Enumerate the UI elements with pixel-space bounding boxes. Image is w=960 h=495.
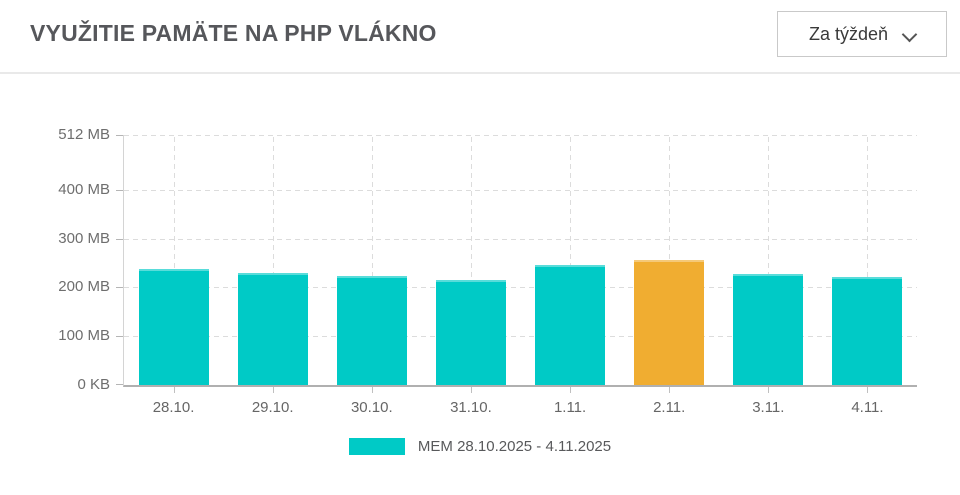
y-axis-tick — [116, 287, 123, 289]
bar-30-10[interactable] — [336, 276, 407, 385]
y-axis-label: 300 MB — [58, 229, 110, 247]
y-axis-tick — [116, 189, 123, 191]
x-axis-label: 30.10. — [350, 399, 393, 416]
x-axis-label: 29.10. — [251, 399, 294, 416]
bar-31-10[interactable] — [435, 280, 506, 385]
bar-2-11[interactable] — [634, 260, 705, 385]
y-gridline — [124, 238, 917, 240]
x-gridline — [371, 135, 373, 385]
x-gridline — [173, 135, 175, 385]
y-axis-tick — [116, 238, 123, 240]
bar-29-10[interactable] — [237, 273, 308, 385]
x-gridline — [768, 135, 770, 385]
page-title: VYUŽITIE PAMÄTE NA PHP VLÁKNO — [30, 20, 437, 46]
x-axis-tick — [669, 387, 671, 393]
x-axis-tick — [570, 387, 572, 393]
legend-swatch — [348, 438, 405, 455]
memory-usage-chart: 0 KB 100 MB 200 MB 300 MB 400 MB 512 MB 28.10.… — [0, 74, 960, 495]
y-axis-label: 100 MB — [58, 327, 110, 345]
legend-label: MEM 28.10.2025 - 4.11.2025 — [417, 438, 612, 455]
x-gridline — [570, 135, 572, 385]
y-axis-tick — [116, 135, 123, 136]
x-axis-tick — [470, 387, 472, 393]
period-select[interactable]: Za týždeň — [777, 11, 947, 57]
y-gridline — [124, 135, 917, 136]
x-gridline — [470, 135, 472, 385]
y-axis-label: 512 MB — [58, 126, 110, 143]
legend-item[interactable]: MEM 28.10.2025 - 4.11.2025 — [0, 438, 960, 455]
y-gridline — [124, 287, 917, 289]
x-axis-label: 1.11. — [553, 399, 587, 416]
plot-area: 0 KB 100 MB 200 MB 300 MB 400 MB 512 MB 28.10.… — [58, 126, 917, 416]
y-axis-tick — [116, 336, 123, 338]
bar-3-11[interactable] — [733, 273, 804, 385]
x-axis-label: 2.11. — [653, 399, 686, 416]
x-axis-label: 4.11. — [851, 399, 884, 416]
x-axis-tick — [173, 387, 175, 393]
x-axis-label: 3.11. — [752, 399, 785, 416]
period-select-value: Za týždeň — [808, 23, 889, 44]
y-axis-label: 0 KB — [77, 376, 110, 393]
panel-header: VYUŽITIE PAMÄTE NA PHP VLÁKNO Za týždeň — [0, 0, 960, 74]
bar-1-11[interactable] — [535, 264, 606, 385]
y-axis-label: 400 MB — [58, 180, 110, 198]
x-gridline — [272, 135, 274, 385]
bar-28-10[interactable] — [138, 269, 209, 385]
x-axis-tick — [867, 387, 869, 393]
y-axis-label: 200 MB — [58, 278, 110, 296]
x-gridline — [867, 135, 869, 385]
chevron-down-icon — [904, 26, 915, 37]
bar-4-11[interactable] — [832, 276, 903, 385]
x-axis-label: 28.10. — [152, 399, 195, 416]
x-axis-tick — [768, 387, 770, 393]
y-gridline — [124, 336, 917, 338]
y-gridline — [124, 189, 917, 191]
x-axis-label: 31.10. — [450, 399, 492, 416]
x-axis-tick — [272, 387, 274, 393]
x-axis-tick — [371, 387, 373, 393]
y-axis-tick — [116, 384, 123, 385]
